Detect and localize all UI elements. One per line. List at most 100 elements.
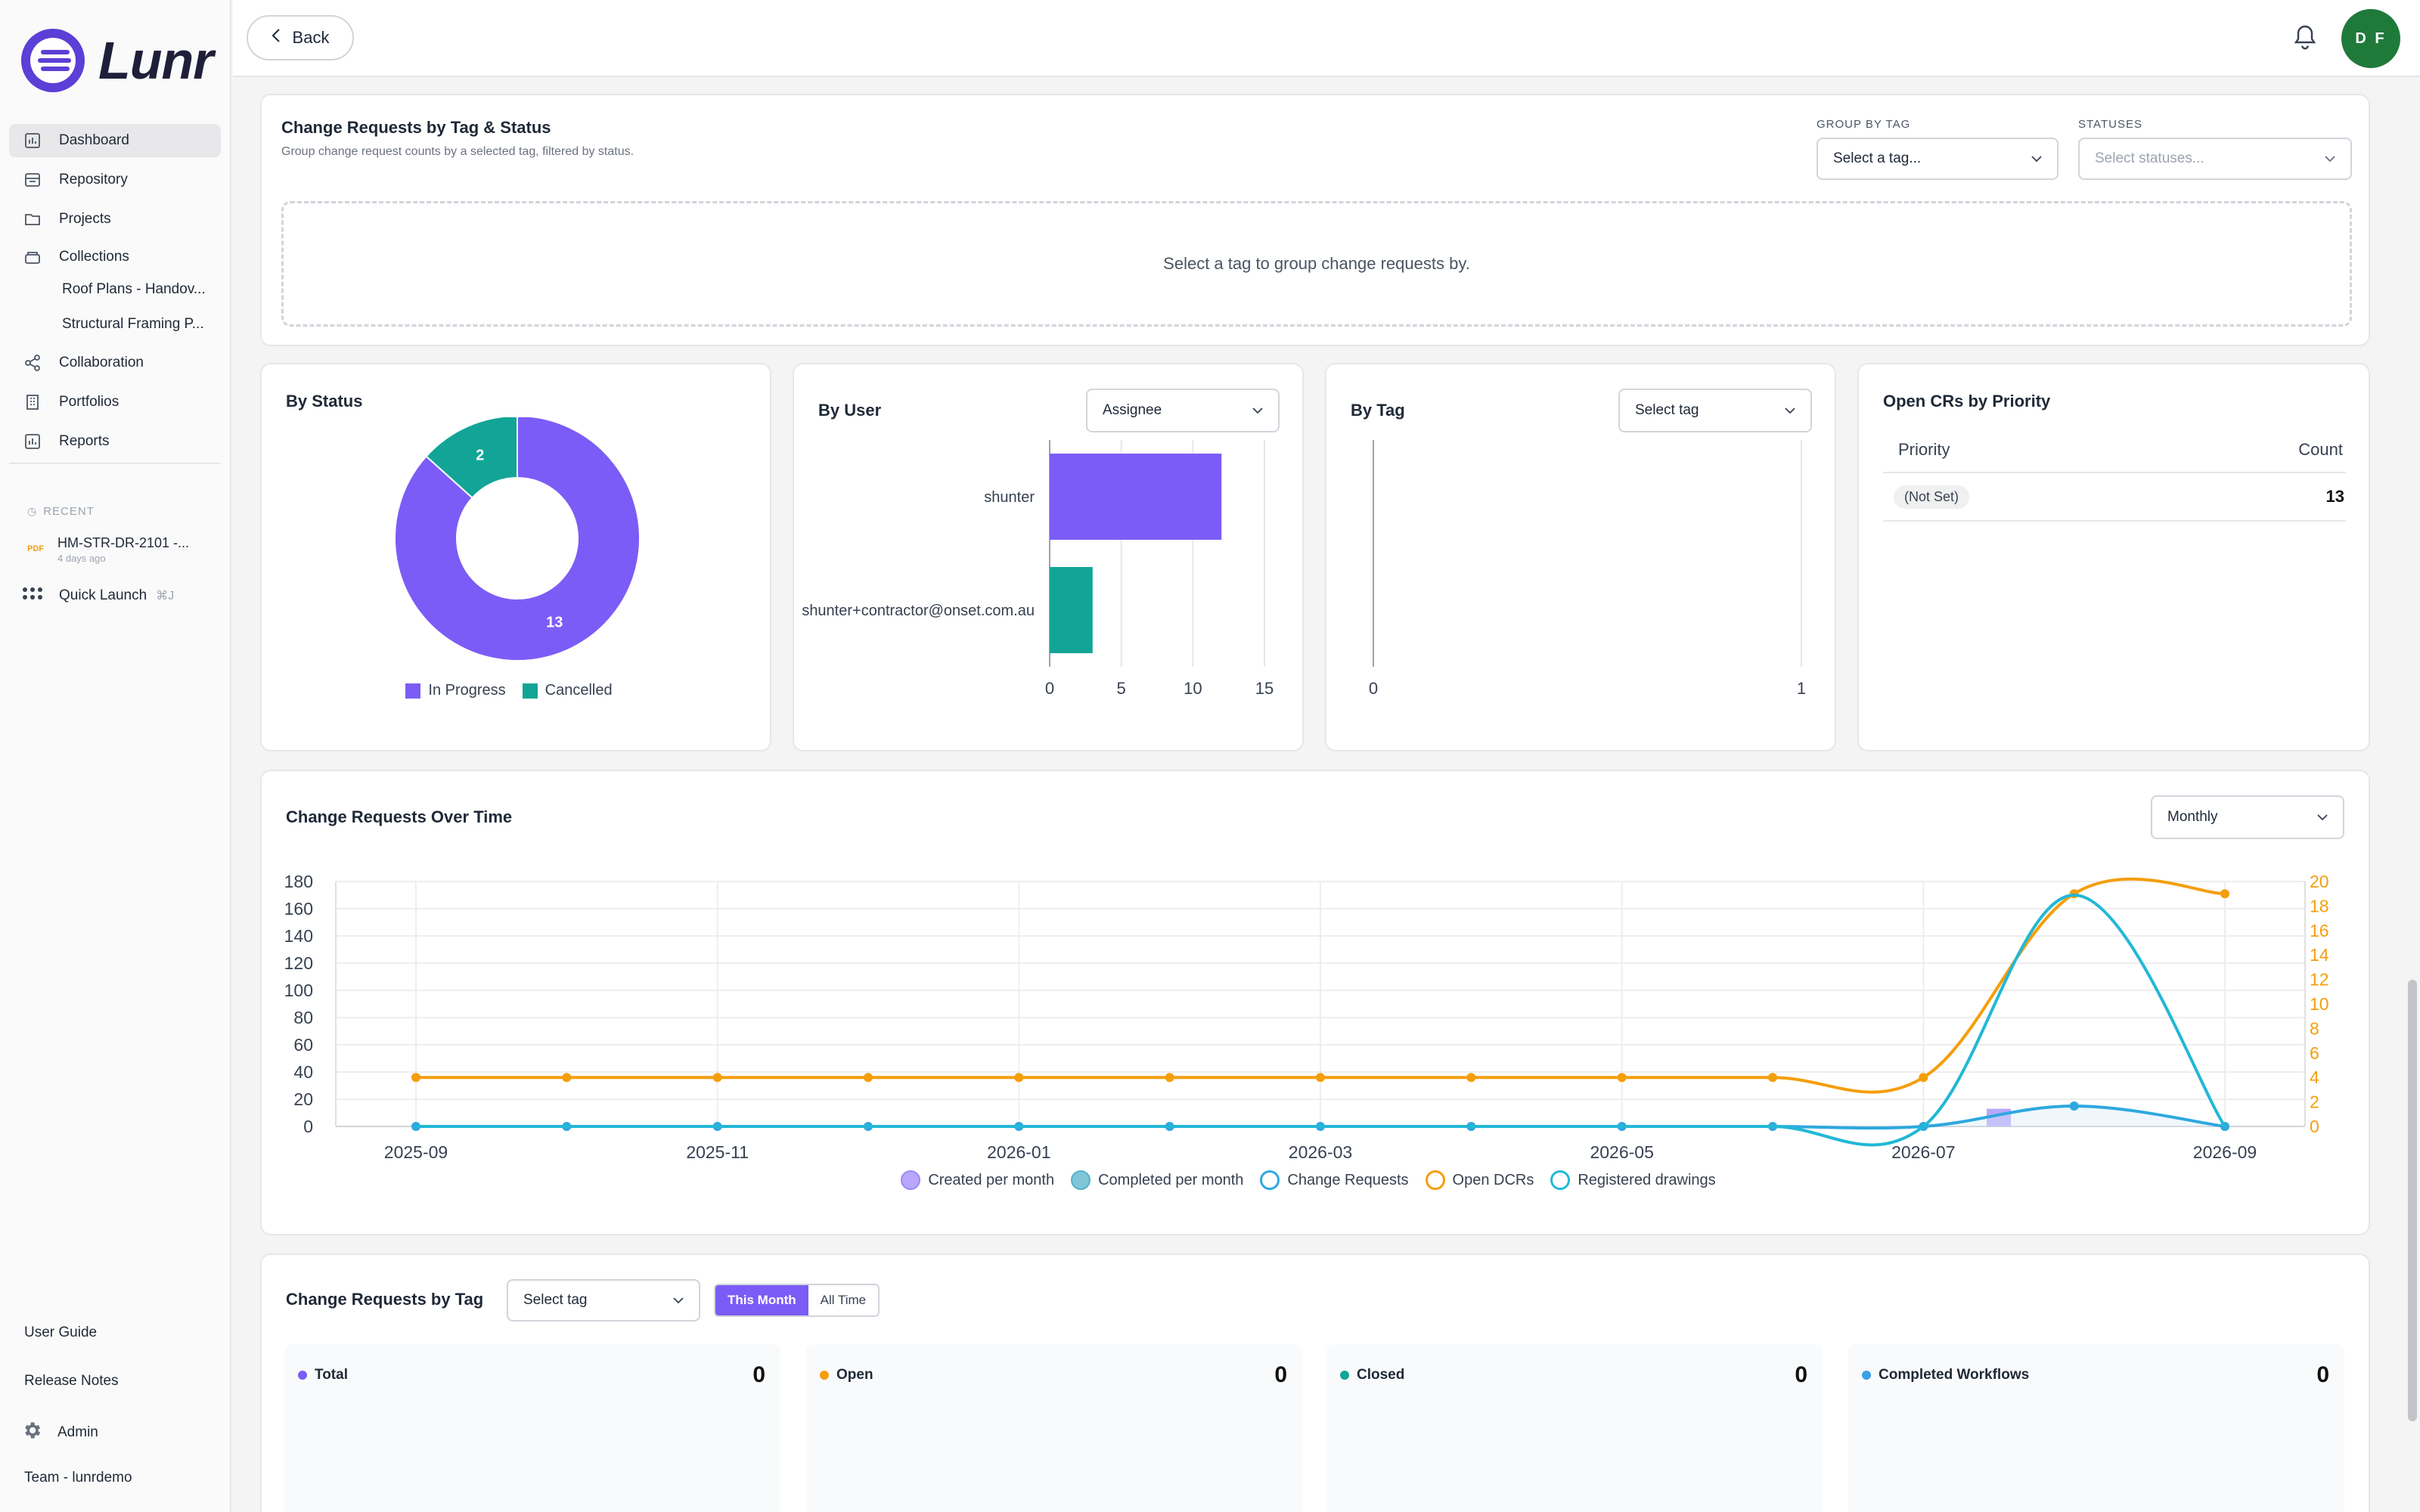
chevron-down-icon [673, 1292, 684, 1309]
tag-select[interactable]: Select tag [1618, 389, 1812, 432]
user-guide-link[interactable]: User Guide [24, 1325, 98, 1340]
legend-cancelled[interactable]: Cancelled [522, 682, 613, 699]
sidebar-item-portfolios[interactable]: Portfolios [9, 386, 221, 419]
chevron-down-icon [2325, 150, 2335, 167]
grid-dots-icon [23, 587, 42, 604]
point-open-dcrs [1466, 1073, 1476, 1083]
recent-item-name: HM-STR-DR-2101 -... [57, 535, 190, 550]
stat-total: Total 0 [284, 1344, 780, 1512]
collection-item[interactable]: Structural Framing P... [62, 316, 204, 332]
period-toggle: This Month All Time [714, 1284, 880, 1317]
collections-icon [23, 247, 42, 267]
point-open-dcrs [1316, 1073, 1325, 1083]
sidebar-item-label: Collections [59, 249, 129, 265]
y-right-tick-label: 6 [2310, 1043, 2319, 1063]
x-tick-label: 0 [1369, 679, 1378, 698]
scrollbar-thumb[interactable] [2408, 980, 2417, 1421]
point-change-requests [2069, 1101, 2079, 1111]
recent-item[interactable]: PDF HM-STR-DR-2101 -... 4 days ago [27, 535, 189, 564]
legend-swatch [901, 1170, 921, 1190]
legend-created-per-month[interactable]: Created per month [901, 1170, 1054, 1190]
sidebar-item-projects[interactable]: Projects [9, 203, 221, 236]
y-tick-label: shunter [984, 489, 1035, 506]
interval-select[interactable]: Monthly [2151, 795, 2344, 839]
y-left-tick-label: 140 [284, 926, 313, 946]
legend-open-dcrs[interactable]: Open DCRs [1425, 1170, 1534, 1190]
legend-change-requests[interactable]: Change Requests [1260, 1170, 1409, 1190]
card-title: Change Requests by Tag [286, 1290, 484, 1309]
back-label: Back [292, 28, 330, 47]
building-icon [23, 392, 42, 412]
sidebar-item-reports[interactable]: Reports [9, 425, 221, 458]
sidebar-item-label: Repository [59, 172, 128, 187]
over-time-card: Change Requests Over Time Monthly 0 20 40 6… [260, 770, 2370, 1235]
legend-swatch [1260, 1170, 1280, 1190]
point-open-dcrs [411, 1073, 420, 1083]
user-avatar[interactable]: D F [2341, 9, 2400, 68]
sidebar-item-label: Portfolios [59, 394, 119, 410]
chevron-left-icon [271, 28, 281, 48]
back-button[interactable]: Back [247, 15, 354, 60]
legend-registered-drawings[interactable]: Registered drawings [1550, 1170, 1716, 1190]
status-dot [298, 1371, 307, 1380]
stat-value: 0 [1274, 1362, 1287, 1387]
y-right-tick-label: 8 [2310, 1018, 2319, 1038]
user-role-select[interactable]: Assignee [1086, 389, 1280, 432]
select-placeholder: Select statuses... [2095, 150, 2204, 166]
release-notes-link[interactable]: Release Notes [24, 1373, 119, 1389]
legend-completed-per-month[interactable]: Completed per month [1071, 1170, 1243, 1190]
sidebar-item-collections[interactable]: Collections [9, 240, 221, 274]
sidebar-item-dashboard[interactable]: Dashboard [9, 124, 221, 157]
x-tick-label: 1 [1797, 679, 1806, 698]
stat-label: Total [315, 1367, 348, 1383]
collection-item[interactable]: Roof Plans - Handov... [62, 281, 206, 297]
all-time-toggle[interactable]: All Time [820, 1293, 867, 1307]
select-value: Select tag [523, 1292, 588, 1308]
statuses-select[interactable]: Select statuses... [2078, 138, 2352, 180]
x-tick-label: 2025-09 [384, 1142, 448, 1162]
sidebar-item-collaboration[interactable]: Collaboration [9, 346, 221, 380]
empty-state: Select a tag to group change requests by… [281, 201, 2352, 327]
notifications-bell-icon[interactable] [2291, 23, 2319, 57]
quick-launch-button[interactable]: Quick Launch ⌘J [23, 587, 174, 604]
stat-label: Open [836, 1367, 873, 1383]
admin-link[interactable]: Admin [21, 1420, 98, 1445]
clock-icon: ◷ [27, 505, 38, 517]
bar-0 [1050, 454, 1222, 540]
tag-select[interactable]: Select tag [507, 1279, 700, 1321]
legend-in-progress[interactable]: In Progress [405, 682, 506, 699]
pdf-file-icon: PDF [27, 544, 44, 553]
sidebar-item-label: Collaboration [59, 355, 144, 370]
x-tick-label: 2026-05 [1590, 1142, 1653, 1162]
y-right-tick-label: 18 [2310, 896, 2329, 916]
table-divider [1883, 472, 2346, 473]
status-dot [820, 1371, 829, 1380]
group-by-tag-select[interactable]: Select a tag... [1817, 138, 2059, 180]
chevron-down-icon [2031, 150, 2042, 167]
stat-value: 0 [752, 1362, 765, 1387]
this-month-toggle[interactable]: This Month [715, 1285, 808, 1315]
card-title: By User [818, 401, 882, 420]
share-icon [23, 353, 42, 373]
point-open-dcrs [1165, 1073, 1174, 1083]
x-tick-label: 15 [1255, 679, 1274, 698]
quick-launch-label: Quick Launch [59, 587, 147, 603]
point-open-dcrs [1768, 1073, 1777, 1083]
x-tick-label: 10 [1184, 679, 1202, 698]
y-left-tick-label: 80 [293, 1008, 313, 1027]
count-column-header: Count [2298, 440, 2343, 459]
slice-data-label: 2 [476, 447, 484, 463]
repository-icon [23, 170, 42, 190]
table-row[interactable]: (Not Set) 13 [1883, 473, 2346, 522]
status-donut-chart: 13 2 [394, 417, 641, 662]
recent-section-label: ◷ RECENT [27, 505, 95, 518]
statuses-label: STATUSES [2078, 118, 2142, 131]
app-logo[interactable]: Lunr [18, 26, 214, 95]
y-left-tick-label: 160 [284, 899, 313, 919]
lunr-logo-icon [21, 29, 85, 92]
by-status-card: By Status 13 2 In Progress Cancelled [260, 363, 771, 751]
sidebar-item-repository[interactable]: Repository [9, 163, 221, 197]
team-switcher[interactable]: Team - lunrdemo [24, 1470, 132, 1486]
y-right-tick-label: 10 [2310, 994, 2329, 1014]
